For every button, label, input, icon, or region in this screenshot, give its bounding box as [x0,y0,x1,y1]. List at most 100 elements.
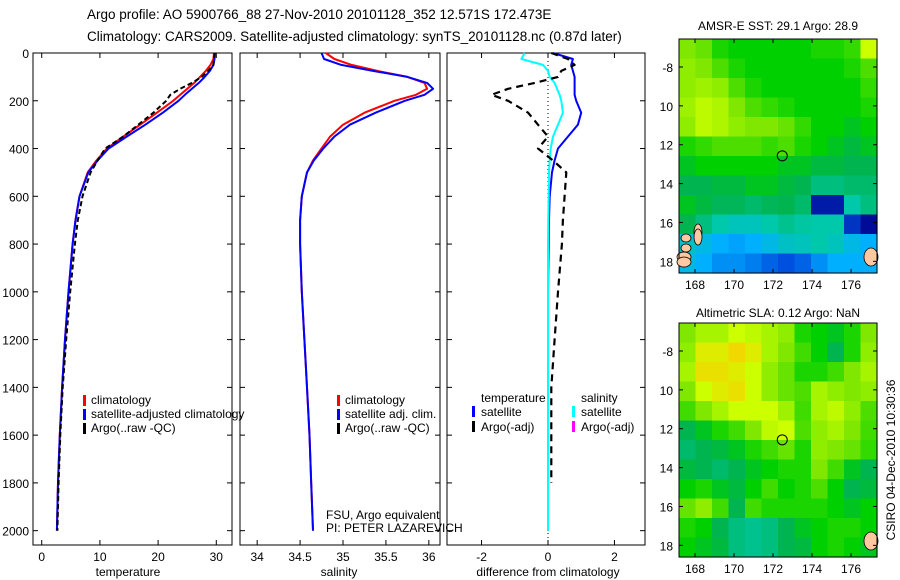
legend-swatch-temp-argo [472,421,475,432]
heatmap-cell [695,440,713,461]
heatmap-cell [844,420,862,441]
heatmap-cell [778,175,796,196]
heatmap-cell [761,498,779,519]
heatmap-cell [695,175,713,196]
heatmap-cell [728,234,746,255]
sla-map: 168 170 172 174 176 -8 10 12 14 16 18 [660,228,879,576]
heatmap-cell [827,537,845,558]
heatmap-cell [827,39,845,60]
y-tick-label: 400 [9,143,29,157]
y-tick-label: 1200 [2,334,29,348]
y-tick-label: 0 [22,47,29,61]
heatmap-cell [811,78,829,99]
heatmap-cell [844,58,862,79]
heatmap-cell [679,323,697,344]
y-tick-label: 16 [660,500,674,514]
heatmap-cell [844,175,862,196]
heatmap-cell [679,175,697,196]
heatmap-cell [745,234,763,255]
pi-note: PI: PETER LAZAREVICH [326,521,463,535]
legend-label: climatology [91,393,151,407]
heatmap-cell [728,214,746,235]
heatmap-cell [827,440,845,461]
heatmap-cell [761,362,779,383]
heatmap-cell [860,39,878,60]
heatmap-cell [712,459,730,480]
heatmap-cell [679,420,697,441]
sst-map: 168 170 172 174 176 -8 10 12 14 16 18 [660,38,879,292]
heatmap-cell [695,362,713,383]
legend-label: satellite adj. clim. [345,407,436,421]
heatmap-cell [827,498,845,519]
difference-legend: temperature satellite Argo(-adj) salinit… [472,391,634,434]
heatmap-cell [761,117,779,138]
heatmap-cell [778,518,796,539]
heatmap-cell [695,253,713,274]
y-tick-label: 2000 [2,525,29,539]
series-line-temp-argo [490,51,576,483]
heatmap-cell [728,381,746,402]
heatmap-cell [695,459,713,480]
heatmap-cell [728,479,746,500]
y-tick-label: -8 [662,345,673,359]
heatmap-cell [827,117,845,138]
heatmap-cell [811,136,829,157]
y-tick-label: 10 [660,100,674,114]
heatmap-cell [844,459,862,480]
x-tick-label: 34.5 [288,550,312,564]
heatmap-cell [761,459,779,480]
heatmap-cell [860,362,878,383]
heatmap-cell [745,39,763,60]
heatmap-cell [844,518,862,539]
heatmap-cell [844,39,862,60]
legend-swatch-temp-satellite [472,406,475,417]
heatmap-cell [695,39,713,60]
heatmap-cell [761,323,779,344]
heatmap-cell [695,518,713,539]
heatmap-cell [712,381,730,402]
y-tick-label: 600 [9,190,29,204]
map-frame [678,322,878,558]
heatmap-cell [811,156,829,177]
argo-position-marker [776,150,788,162]
x-tick-label: 174 [802,278,822,292]
heatmap-cell [761,420,779,441]
heatmap-cell [844,136,862,157]
y-tick-label: 1800 [2,477,29,491]
legend-swatch-satellite [83,409,86,420]
y-tick-label: 800 [9,238,29,252]
heatmap-cell [794,234,812,255]
heatmap-cell [745,537,763,558]
heatmap-cell [728,58,746,79]
heatmap-cell [745,97,763,118]
legend-label: Argo(-adj) [581,420,634,434]
legend-heading-salinity: salinity [581,391,618,405]
heatmap-cell [844,362,862,383]
heatmap-cell [794,459,812,480]
heatmap-cell [745,117,763,138]
heatmap-cell [745,362,763,383]
x-tick-label: 34 [250,550,264,564]
heatmap-cell [712,518,730,539]
x-tick-label: 168 [685,278,705,292]
heatmap-cell [794,117,812,138]
heatmap-cell [827,420,845,441]
heatmap-cell [794,175,812,196]
heatmap-cell [811,518,829,539]
heatmap-cell [728,175,746,196]
heatmap-cell [712,175,730,196]
heatmap-cell [811,195,829,216]
heatmap-cell [811,39,829,60]
heatmap-cell [794,58,812,79]
heatmap-cell [860,479,878,500]
sst-map-title: AMSR-E SST: 29.1 Argo: 28.9 [698,19,858,33]
x-tick-label: 2 [611,550,618,564]
heatmap-cell [794,156,812,177]
heatmap-cell [844,342,862,363]
heatmap-cell [860,156,878,177]
heatmap-cell [728,518,746,539]
heatmap-cell [827,136,845,157]
heatmap-cell [761,253,779,274]
platform-note: FSU, Argo equivalent [326,508,440,522]
heatmap-cell [778,362,796,383]
